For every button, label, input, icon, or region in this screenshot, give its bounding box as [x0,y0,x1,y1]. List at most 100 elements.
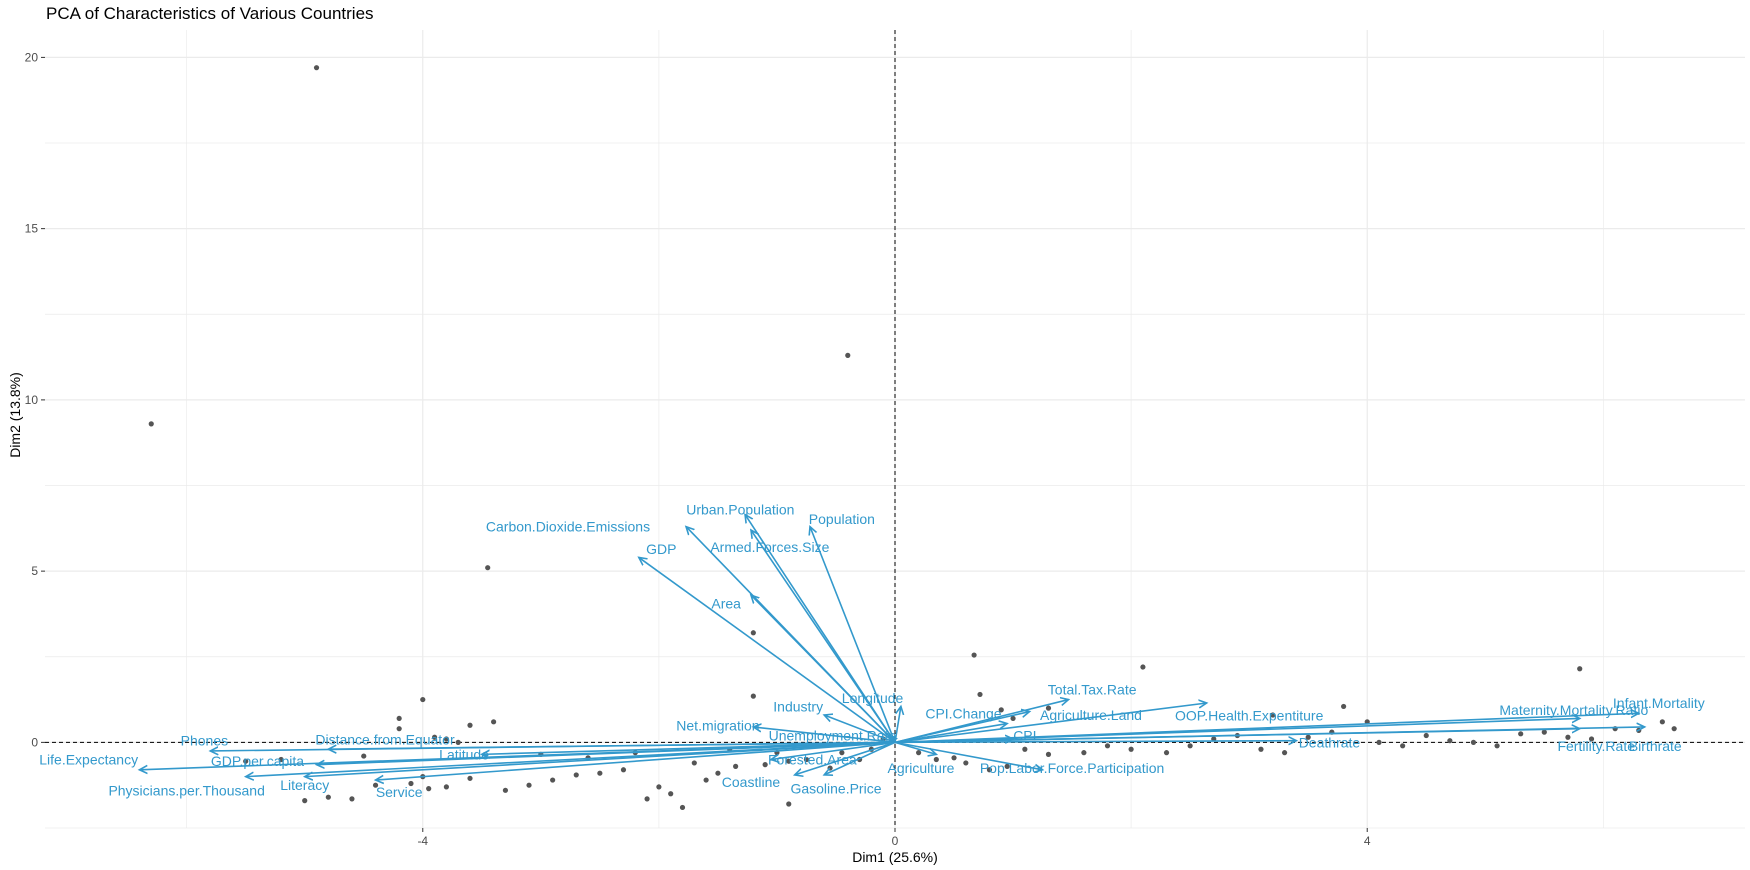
country-point [1470,739,1477,745]
country-point [573,772,579,778]
country-point [1423,732,1429,739]
country-point [443,736,449,742]
country-point [786,801,792,807]
loading-arrow [753,727,896,744]
country-point [951,755,957,761]
loading-arrow [751,530,896,743]
country-point [762,762,768,768]
country-point [502,787,509,793]
country-point [467,775,473,781]
country-point [998,707,1004,713]
loading-label: Literacy [280,777,329,793]
loading-label: Agriculture.Land [1040,707,1142,723]
country-point [916,750,922,756]
y-tick-label: 5 [31,564,38,578]
y-tick-label: 15 [25,222,39,236]
loading-arrow [894,713,1639,744]
loading-arrow [894,712,1030,744]
country-point [597,770,603,776]
country-point [1270,712,1276,718]
chart-title: PCA of Characteristics of Various Countr… [46,4,374,23]
country-point [1045,705,1052,711]
loading-label: Total.Tax.Rate [1048,681,1137,697]
country-point [1022,746,1028,752]
country-point [1588,736,1595,742]
y-tick-label: 0 [31,735,38,749]
country-point [431,734,438,740]
country-point [1659,719,1665,725]
country-point [1494,743,1500,749]
country-point [443,784,449,790]
x-tick-label: 4 [1364,834,1371,848]
loading-arrow [639,557,896,744]
loading-label: Physicians.per.Thousand [108,782,264,798]
country-point [1447,738,1453,744]
country-point [302,798,308,804]
loading-arrow [482,741,896,754]
arrow-layer [139,515,1644,780]
loading-label: Fertility.Rate [1557,738,1635,754]
country-point [1104,743,1111,749]
country-point [420,696,426,703]
y-tick-label: 20 [25,50,39,64]
country-point [1081,750,1087,756]
country-point [1376,739,1382,745]
country-point [361,753,367,759]
country-point [733,763,739,769]
x-axis-title: Dim1 (25.6%) [852,849,938,865]
loading-label: Gasoline.Price [790,781,881,797]
loading-label: Infant.Mortality [1613,695,1705,711]
country-point [148,421,154,427]
country-point [1010,715,1016,722]
loading-arrow [328,741,896,749]
loading-label: Pop.Labor.Force.Participation [980,760,1164,776]
loading-arrow [894,741,1043,769]
loading-label: Population [809,511,875,527]
country-point [971,652,977,658]
loading-label: Phones [181,733,228,749]
loading-arrow [894,703,1207,744]
country-point [485,565,491,571]
country-point [1187,743,1193,749]
loading-label: Longitude [842,690,904,706]
country-point [349,796,355,802]
loading-label: OOP.Health.Expentiture [1175,708,1324,724]
country-point [396,715,402,722]
point-layer [148,65,1677,811]
loading-label: GDP.per.capita [211,753,304,769]
country-point [933,756,939,763]
country-point [703,777,709,783]
country-point [1004,763,1010,769]
country-point [408,780,414,787]
loading-label: Coastline [722,774,781,790]
loading-arrow [751,595,896,743]
country-point [977,691,983,698]
loading-label: Distance.from.Equator [315,732,455,748]
loading-label: Industry [773,698,823,714]
country-point [1541,729,1547,735]
country-point [1281,750,1288,756]
loading-arrow [810,527,896,743]
loading-arrow [795,741,896,775]
country-point [278,756,284,763]
country-point [986,767,993,773]
loading-label: Agriculture [888,760,955,776]
country-point [691,760,697,766]
country-point [491,719,497,725]
country-point [526,782,532,788]
country-point [243,758,249,764]
country-point [839,750,845,756]
loading-arrow [824,741,896,775]
country-point [786,758,792,764]
country-point [1565,734,1571,740]
country-point [1163,750,1170,756]
loading-arrow [824,715,896,744]
country-point [845,352,851,358]
country-point [1128,746,1134,752]
loading-arrow [376,741,896,780]
country-point [455,739,461,745]
country-point [1518,731,1524,737]
loading-arrow [771,741,896,759]
